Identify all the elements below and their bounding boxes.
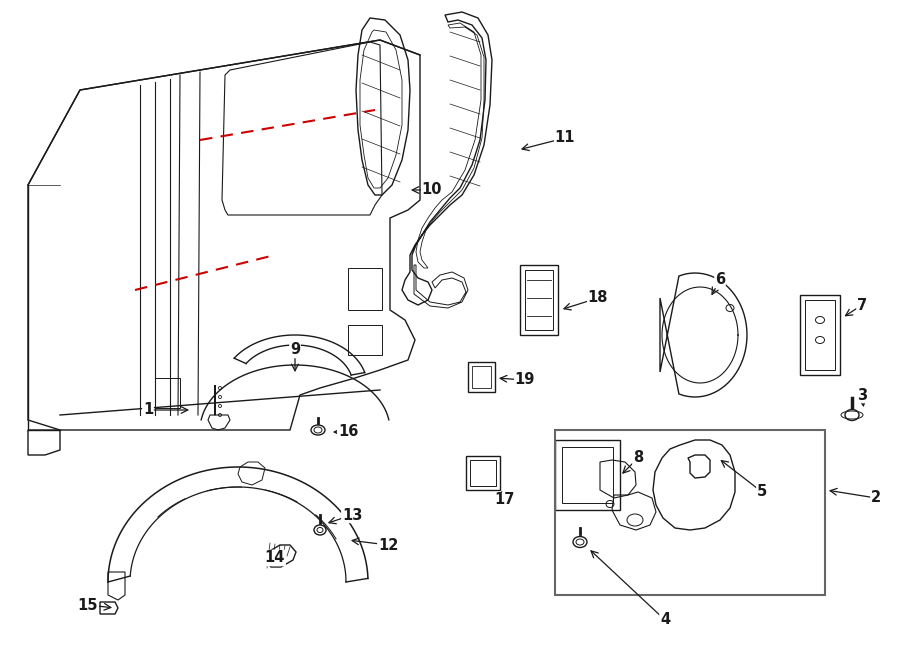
Text: 17: 17 <box>495 492 515 508</box>
Text: 18: 18 <box>588 290 608 305</box>
Text: 8: 8 <box>633 451 643 465</box>
Text: 10: 10 <box>422 182 442 198</box>
Bar <box>555 430 825 595</box>
Text: 3: 3 <box>857 387 867 403</box>
Text: 5: 5 <box>757 485 767 500</box>
Text: 7: 7 <box>857 297 867 313</box>
Text: 19: 19 <box>515 373 536 387</box>
Text: 14: 14 <box>265 551 285 566</box>
Text: 15: 15 <box>77 598 98 613</box>
Text: 9: 9 <box>290 342 300 358</box>
Text: 12: 12 <box>378 537 398 553</box>
Text: 1: 1 <box>143 403 153 418</box>
Text: 16: 16 <box>338 424 358 440</box>
Text: 2: 2 <box>871 490 881 506</box>
Text: 13: 13 <box>342 508 362 522</box>
Text: 4: 4 <box>660 613 670 627</box>
Text: 11: 11 <box>554 130 575 145</box>
Text: 6: 6 <box>715 272 725 288</box>
